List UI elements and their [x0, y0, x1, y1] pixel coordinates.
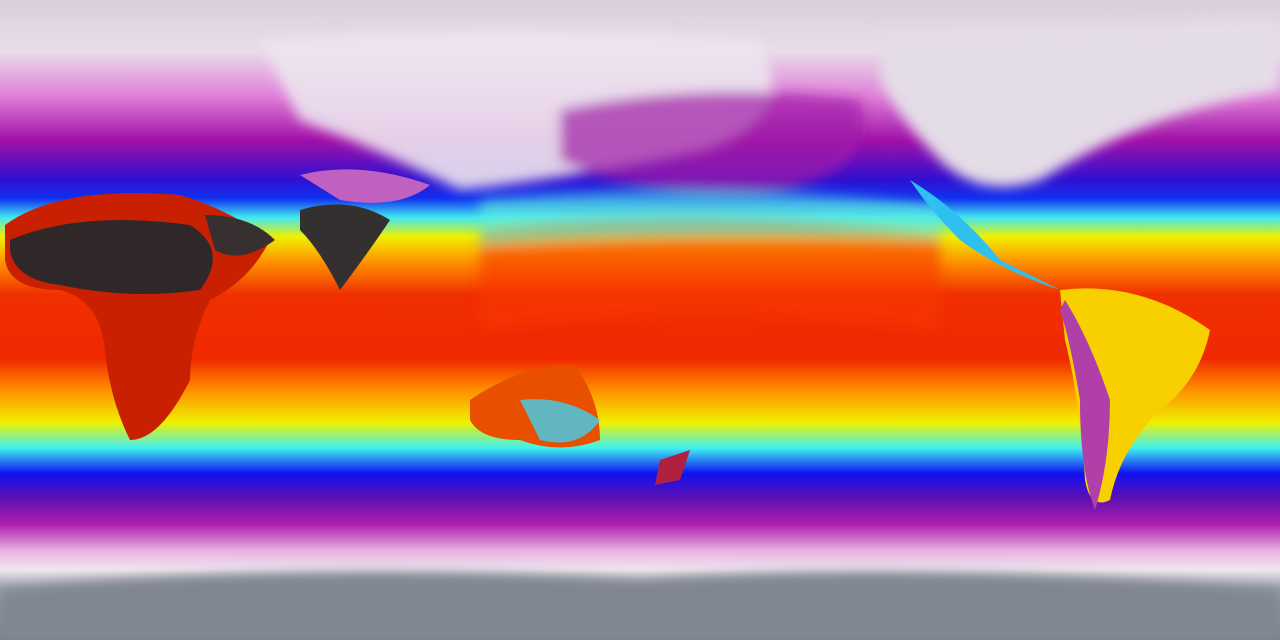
north-pacific-warm — [480, 216, 940, 330]
new-zealand — [655, 450, 690, 485]
sahara-hot — [10, 220, 213, 294]
antarctica — [0, 572, 1280, 640]
central-america — [910, 180, 1060, 290]
india — [300, 204, 390, 290]
australia-south — [520, 399, 600, 443]
siberia-purple — [560, 92, 864, 192]
tibet — [300, 169, 430, 203]
andes-cold — [1060, 300, 1110, 510]
arabia-hot — [205, 215, 275, 256]
north-america — [880, 20, 1280, 187]
east-pacific-cyan — [480, 191, 940, 245]
